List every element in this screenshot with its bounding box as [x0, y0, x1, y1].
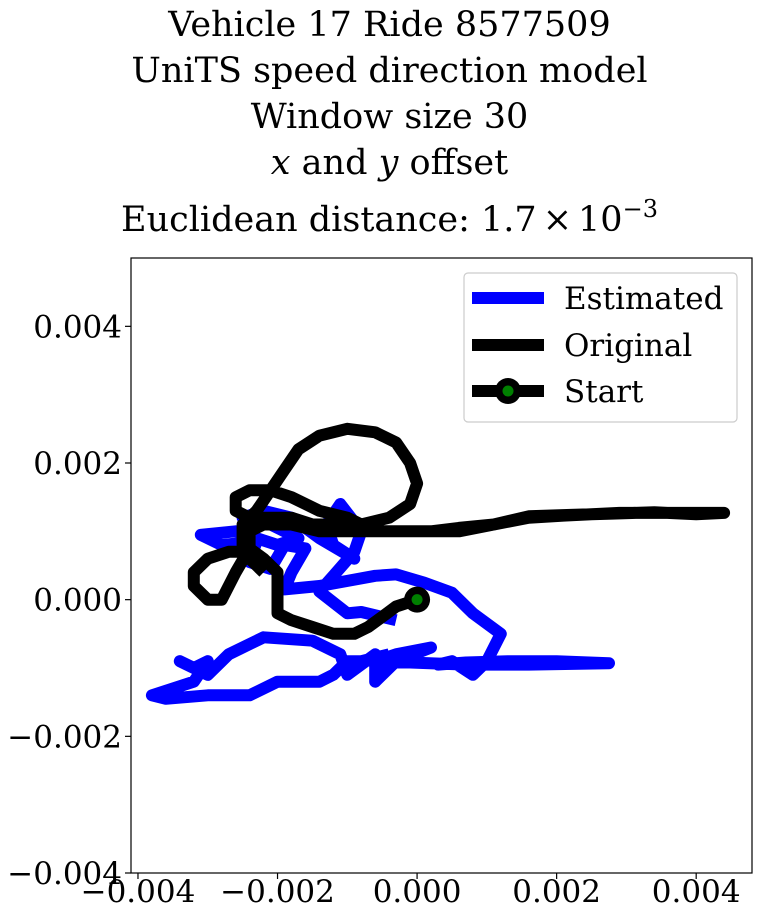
title-times: × [542, 200, 573, 240]
x-tick-label: 0.000 [373, 874, 462, 910]
legend-item-estimated: Estimated [472, 281, 723, 317]
plot-frame [130, 257, 753, 874]
x-tick-label: −0.004 [81, 874, 196, 910]
legend-marker [502, 385, 514, 397]
x-tick-label: −0.002 [220, 874, 335, 910]
title-line-1: Vehicle 17 Ride 8577509 [168, 5, 611, 45]
legend-label: Original [564, 328, 692, 364]
y-tick-label: 0.004 [33, 309, 122, 345]
x-tick-label: 0.002 [512, 874, 601, 910]
legend-label: Start [564, 374, 644, 410]
legend-item-original: Original [472, 328, 692, 364]
chart-title: Vehicle 17 Ride 8577509 UniTS speed dire… [0, 0, 759, 243]
title-distance-prefix: Euclidean distance: 1.7 [121, 200, 537, 240]
y-tick-label: −0.002 [7, 719, 122, 755]
start-marker [411, 594, 423, 606]
title-exponent: −3 [622, 195, 658, 223]
title-line-5: Euclidean distance: 1.7 × 10−3 [20, 186, 759, 243]
title-var-y: y [378, 143, 399, 183]
x-axis: −0.004 −0.002 0.000 0.002 0.004 [81, 873, 741, 910]
title-and: and [290, 143, 379, 183]
legend-item-start: Start [472, 374, 644, 410]
title-offset: offset [398, 143, 509, 183]
y-axis: −0.004 −0.002 0.000 0.002 0.004 [7, 309, 131, 892]
title-line-3: Window size 30 [250, 97, 529, 137]
title-line-2: UniTS speed direction model [131, 51, 648, 91]
series-layer [145, 422, 731, 705]
title-var-x: x [270, 143, 291, 183]
series-line-original [187, 422, 731, 640]
y-tick-label: 0.002 [33, 446, 122, 482]
legend: Estimated Original Start [463, 272, 738, 423]
title-base: 10 [578, 200, 623, 240]
title-line-4: x and y offset [20, 140, 759, 186]
x-tick-label: 0.004 [652, 874, 741, 910]
legend-box [463, 272, 738, 423]
y-tick-label: 0.000 [33, 583, 122, 619]
legend-label: Estimated [564, 281, 723, 317]
y-tick-label: −0.004 [7, 856, 122, 892]
